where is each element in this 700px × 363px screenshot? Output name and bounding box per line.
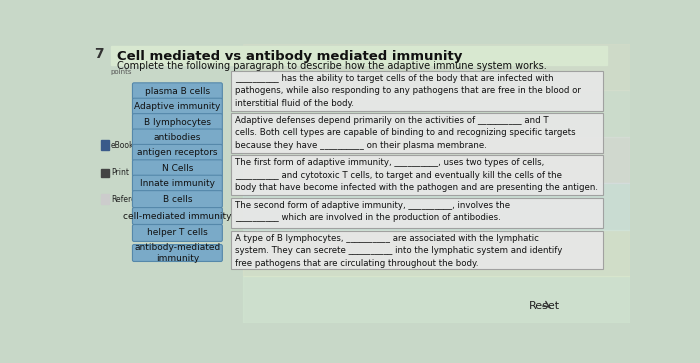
FancyBboxPatch shape — [231, 155, 603, 195]
FancyBboxPatch shape — [132, 114, 223, 131]
FancyBboxPatch shape — [132, 129, 223, 146]
FancyBboxPatch shape — [132, 191, 223, 208]
Text: References: References — [111, 195, 153, 204]
Text: A type of B lymphocytes, __________ are associated with the lymphatic
system. Th: A type of B lymphocytes, __________ are … — [234, 234, 562, 268]
FancyBboxPatch shape — [132, 208, 223, 224]
Text: points: points — [111, 69, 132, 75]
Bar — [102, 140, 109, 150]
FancyBboxPatch shape — [132, 83, 223, 100]
Text: __________ has the ability to target cells of the body that are infected with
pa: __________ has the ability to target cel… — [234, 74, 580, 107]
FancyBboxPatch shape — [132, 98, 223, 115]
FancyBboxPatch shape — [132, 144, 223, 162]
Bar — [242, 44, 630, 90]
Text: Complete the following paragraph to describe how the adaptive immune system work: Complete the following paragraph to desc… — [117, 61, 547, 71]
Bar — [242, 137, 630, 183]
Bar — [111, 46, 607, 65]
FancyBboxPatch shape — [231, 70, 603, 111]
Text: Innate immunity: Innate immunity — [140, 179, 215, 188]
Bar — [102, 195, 109, 204]
FancyBboxPatch shape — [231, 197, 603, 228]
Bar — [242, 90, 630, 137]
Text: B lymphocytes: B lymphocytes — [144, 118, 211, 127]
Text: Reset: Reset — [529, 301, 561, 311]
Text: Adaptive immunity: Adaptive immunity — [134, 102, 220, 111]
Text: cell-mediated immunity: cell-mediated immunity — [123, 212, 232, 221]
Text: Cell mediated vs antibody mediated immunity: Cell mediated vs antibody mediated immun… — [117, 50, 462, 63]
Bar — [242, 183, 630, 230]
Text: 7: 7 — [94, 48, 104, 61]
FancyBboxPatch shape — [132, 160, 223, 177]
FancyBboxPatch shape — [132, 245, 223, 261]
Text: plasma B cells: plasma B cells — [145, 87, 210, 96]
Text: The second form of adaptive immunity, __________, involves the
__________ which : The second form of adaptive immunity, __… — [234, 201, 510, 222]
Bar — [102, 169, 109, 177]
Text: Print: Print — [111, 168, 129, 178]
Bar — [242, 277, 630, 323]
Text: The first form of adaptive immunity, __________, uses two types of cells,
______: The first form of adaptive immunity, ___… — [234, 158, 598, 192]
Bar — [242, 230, 630, 277]
Text: N Cells: N Cells — [162, 164, 193, 173]
Text: B cells: B cells — [162, 195, 192, 204]
Text: antibodies: antibodies — [154, 133, 201, 142]
FancyBboxPatch shape — [132, 175, 223, 192]
Text: antigen receptors: antigen receptors — [137, 148, 218, 158]
FancyBboxPatch shape — [231, 231, 603, 269]
Text: Adaptive defenses depend primarily on the activities of __________ and T
cells. : Adaptive defenses depend primarily on th… — [234, 116, 575, 150]
FancyBboxPatch shape — [132, 224, 223, 241]
Text: helper T cells: helper T cells — [147, 228, 208, 237]
Text: antibody-mediated
immunity: antibody-mediated immunity — [134, 243, 220, 263]
Text: eBook: eBook — [111, 141, 134, 150]
FancyBboxPatch shape — [231, 113, 603, 153]
